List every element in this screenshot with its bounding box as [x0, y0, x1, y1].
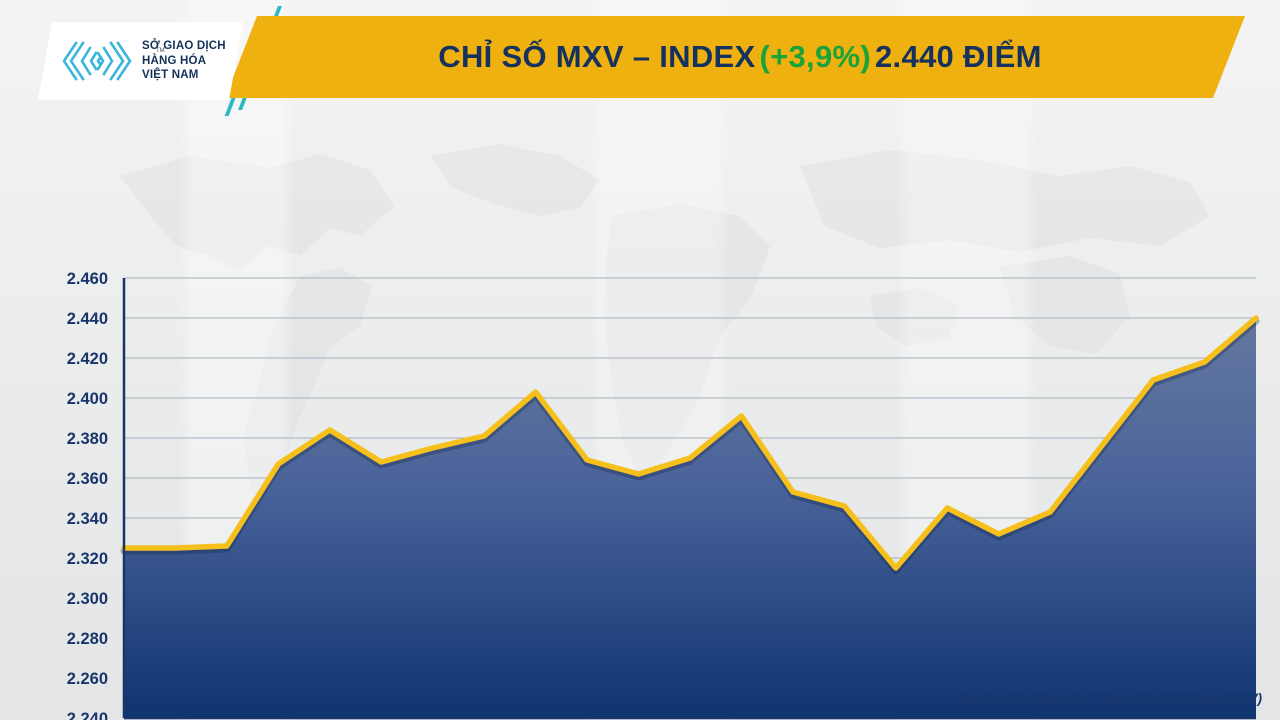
chart-plot-area	[120, 315, 1260, 718]
source-caption: Nguồn: Sở Giao dịch Hàng hóa Việt Nam (M…	[959, 691, 1262, 706]
y-axis-tick-label: 2.460	[67, 270, 108, 288]
y-axis-labels: 2.460 2.440 2.420 2.400 2.380 2.360 2.340 2.320…	[67, 270, 108, 720]
y-axis-tick-label: 2.240	[67, 710, 108, 720]
y-axis-tick-label: 2.320	[67, 550, 108, 568]
page-title: CHỈ SỐ MXV – INDEX (+3,9%) 2.440 ĐIỂM	[270, 16, 1210, 98]
y-axis-tick-label: 2.400	[67, 390, 108, 408]
header-bar: CHỈ SỐ MXV – INDEX (+3,9%) 2.440 ĐIỂM	[0, 0, 1280, 116]
mxv-maze-logo-icon	[62, 41, 132, 81]
y-axis-tick-label: 2.300	[67, 590, 108, 608]
trademark-symbol: TM	[156, 48, 165, 54]
title-prefix: CHỈ SỐ MXV – INDEX	[438, 39, 756, 74]
chart-canvas: 2.460 2.440 2.420 2.400 2.380 2.360 2.340 2.320…	[67, 270, 1260, 720]
y-axis-tick-label: 2.340	[67, 510, 108, 528]
y-axis-tick-label: 2.280	[67, 630, 108, 648]
brand-line-2: HÀNG HÓA	[142, 54, 207, 67]
brand-logo-text: SỞ GIAO DỊCH HÀNG HÓA VIỆT NAM	[142, 39, 226, 83]
mxv-index-chart: 2.460 2.440 2.420 2.400 2.380 2.360 2.340 2.320…	[0, 112, 1280, 720]
title-ribbon	[225, 16, 1245, 98]
title-change-badge: (+3,9%)	[759, 39, 871, 74]
chart-area-fill	[124, 318, 1256, 718]
chart-line	[121, 315, 1259, 571]
y-axis-tick-label: 2.260	[67, 670, 108, 688]
chart-axes	[122, 278, 1256, 720]
brand-logo: SỞ GIAO DỊCH HÀNG HÓA VIỆT NAM TM	[38, 22, 243, 100]
y-axis-tick-label: 2.420	[67, 350, 108, 368]
y-axis-tick-label: 2.440	[67, 310, 108, 328]
brand-line-1: SỞ GIAO DỊCH	[142, 39, 226, 52]
y-axis-tick-label: 2.380	[67, 430, 108, 448]
brand-line-3: VIỆT NAM	[142, 69, 199, 82]
title-value: 2.440 ĐIỂM	[875, 39, 1042, 74]
y-axis-tick-label: 2.360	[67, 470, 108, 488]
